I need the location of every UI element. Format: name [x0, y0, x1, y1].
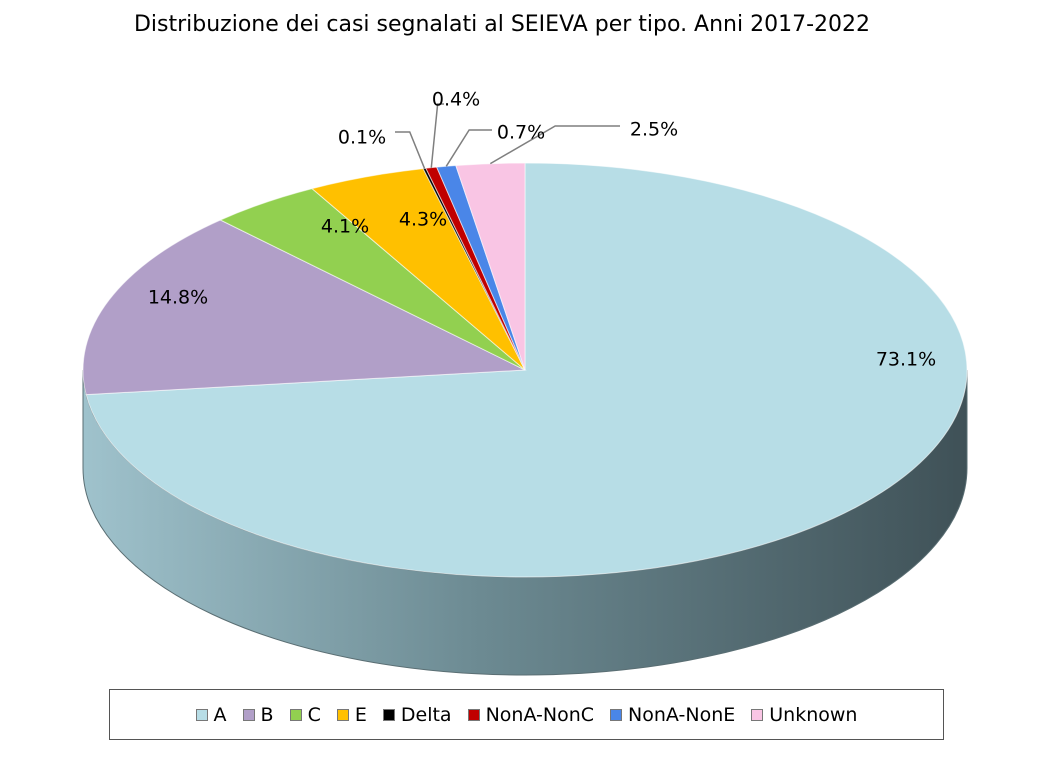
legend-label-nona-none: NonA-NonE	[628, 703, 736, 726]
legend-swatch-a	[195, 708, 208, 721]
legend-item-a: A	[195, 703, 227, 726]
data-label-e: 4.3%	[399, 209, 447, 231]
legend-label-a: A	[213, 703, 227, 726]
legend-item-e: E	[336, 703, 367, 726]
data-label-c: 4.1%	[321, 216, 369, 238]
legend-swatch-delta	[382, 708, 395, 721]
legend-swatch-nona-nonc	[467, 708, 480, 721]
legend-item-b: B	[242, 703, 274, 726]
legend-item-nona-nonc: NonA-NonC	[467, 703, 595, 726]
legend-item-nona-none: NonA-NonE	[610, 704, 735, 726]
pie-slice-b	[82, 219, 527, 396]
leader-line-delta	[395, 131, 426, 169]
legend-label-c: C	[307, 703, 321, 726]
leader-line-unknown	[489, 125, 620, 165]
legend-label-e: E	[354, 703, 367, 726]
legend-item-unknown: Unknown	[751, 704, 857, 726]
legend-label-delta: Delta	[400, 703, 452, 726]
legend-label-nona-nonc: NonA-NonC	[485, 703, 595, 726]
leader-line-nona-nonc	[430, 103, 444, 168]
legend-label-unknown: Unknown	[769, 703, 858, 726]
legend-swatch-nona-none	[610, 708, 623, 721]
leader-line-nona-none	[445, 129, 492, 167]
legend: A B C E Delta NonA-NonC NonA-NonE Unknown	[109, 689, 944, 740]
pie-slice-unknown	[455, 162, 526, 371]
data-label-nona-none: 0.7%	[497, 122, 545, 144]
legend-swatch-b	[242, 708, 255, 721]
pie-slice-a	[85, 162, 968, 578]
data-label-b: 14.8%	[148, 287, 208, 309]
legend-item-delta: Delta	[382, 703, 452, 726]
legend-swatch-e	[336, 708, 349, 721]
legend-label-b: B	[260, 703, 274, 726]
legend-item-c: C	[289, 703, 321, 726]
legend-swatch-c	[289, 708, 302, 721]
data-label-nona-nonc: 0.4%	[432, 89, 480, 111]
chart-title: Distribuzione dei casi segnalati al SEIE…	[133, 12, 871, 37]
legend-swatch-unknown	[751, 708, 764, 721]
data-label-a: 73.1%	[876, 349, 936, 371]
data-label-delta: 0.1%	[338, 127, 386, 149]
data-label-unknown: 2.5%	[630, 119, 678, 141]
